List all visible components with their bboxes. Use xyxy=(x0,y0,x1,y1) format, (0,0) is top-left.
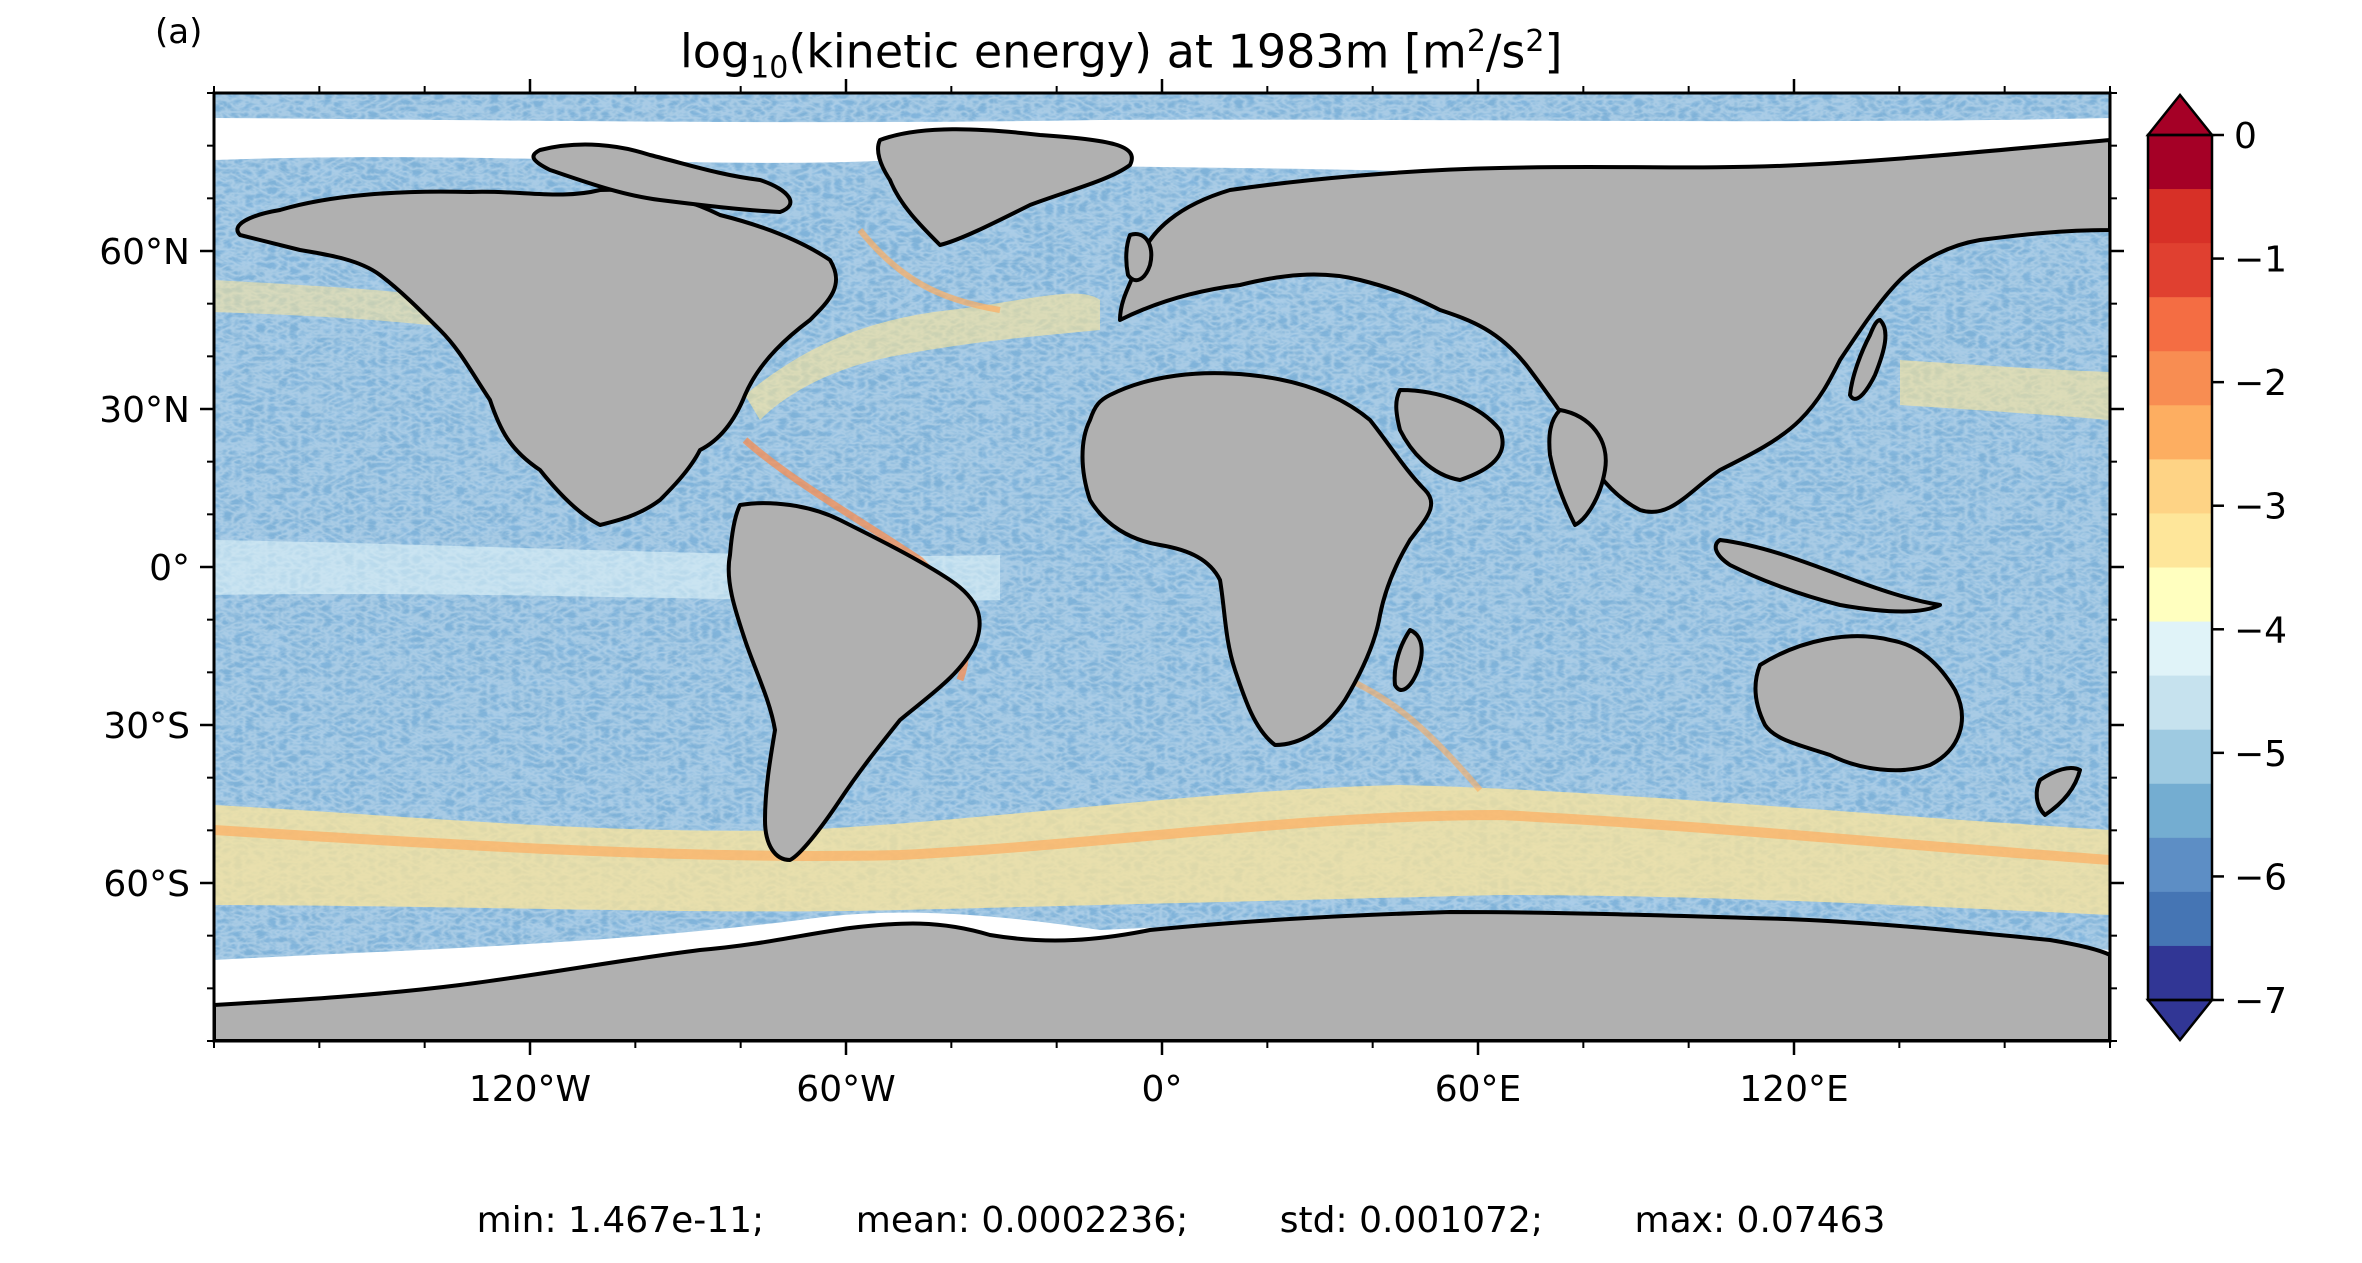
x-tick-label: 0° xyxy=(1142,1069,1183,1110)
colorbar-tick-label: −4 xyxy=(2234,610,2287,651)
stat-min: min: 1.467e-11; xyxy=(476,1200,765,1241)
colorbar-segment xyxy=(2148,567,2212,623)
colorbar-tick-label: −3 xyxy=(2234,487,2287,528)
colorbar-extend-max xyxy=(2145,92,2215,137)
southern-ocean-band xyxy=(214,785,2110,915)
x-tick-label: 120°E xyxy=(1739,1069,1848,1110)
agulhas-current xyxy=(1348,677,1483,792)
y-tick-label: 60°S xyxy=(103,864,190,905)
y-axis: 60°N 30°N 0° 30°S 60°S xyxy=(99,92,2124,1042)
colorbar-segment xyxy=(2148,351,2212,406)
land-greenland xyxy=(876,127,1134,247)
colorbar-segment xyxy=(2148,297,2212,352)
colorbar-segment xyxy=(2148,891,2212,947)
y-tick-label: 0° xyxy=(149,548,190,589)
y-tick-label: 30°N xyxy=(99,390,190,431)
arctic-ice xyxy=(214,118,2110,175)
land-arabia xyxy=(1394,388,1505,482)
title-subscript: 10 xyxy=(750,50,789,86)
colorbar-extend-min xyxy=(2145,998,2215,1043)
north-pacific-band xyxy=(214,280,470,330)
title-suffix: ] xyxy=(1544,24,1563,79)
x-tick-label: 60°W xyxy=(796,1069,895,1110)
colorbar-segment xyxy=(2148,243,2212,298)
colorbar-frame xyxy=(2146,133,2214,1002)
colorbar: 0 −1 −2 −3 −4 −5 −6 −7 xyxy=(2145,92,2287,1043)
colorbar-segment xyxy=(2148,189,2212,244)
acc-core xyxy=(214,809,2110,865)
x-axis: 120°W 60°W 0° 60°E 120°E xyxy=(213,79,2111,1110)
colorbar-tick-label: −2 xyxy=(2234,363,2287,404)
colorbar-segment xyxy=(2148,621,2212,677)
map-area xyxy=(214,93,2110,1041)
stat-mean: mean: 0.0002236; xyxy=(855,1200,1189,1241)
colorbar-segment xyxy=(2148,405,2212,460)
title-sup-2: 2 xyxy=(1525,24,1545,59)
land-india xyxy=(1547,408,1608,527)
land-indonesia xyxy=(1713,538,1942,614)
stat-std: std: 0.001072; xyxy=(1279,1200,1543,1241)
colorbar-tick-label: −6 xyxy=(2234,857,2287,898)
gulf-stream-band xyxy=(745,293,1100,420)
x-tick-label: 120°W xyxy=(469,1069,591,1110)
colorbar-segment xyxy=(2148,729,2212,785)
land-africa xyxy=(1080,371,1434,747)
land-antarctica xyxy=(214,910,2110,1041)
y-tick-label: 60°N xyxy=(99,232,190,273)
colorbar-tick-label: 0 xyxy=(2234,116,2257,157)
colorbar-segment xyxy=(2148,837,2212,893)
land-canadian-islands xyxy=(531,142,793,214)
colorbar-segment xyxy=(2148,459,2212,514)
stats-line: min: 1.467e-11; mean: 0.0002236; std: 0.… xyxy=(0,1200,2362,1241)
colorbar-tick-label: −7 xyxy=(2234,981,2287,1022)
land-australia xyxy=(1753,634,1964,773)
land-eurasia xyxy=(1118,138,2110,514)
colorbar-segment xyxy=(2148,675,2212,731)
title-prefix: log xyxy=(680,24,751,79)
stat-max: max: 0.07463 xyxy=(1634,1200,1886,1241)
panel-label: (a) xyxy=(155,12,203,52)
map-title: log10(kinetic energy) at 1983m [m2/s2] xyxy=(680,24,1562,86)
title-middle: (kinetic energy) at 1983m [m xyxy=(788,24,1467,79)
colorbar-tick-label: −1 xyxy=(2234,240,2287,281)
colorbar-segment xyxy=(2148,135,2212,190)
colorbar-segment xyxy=(2148,945,2212,1001)
colorbar-segment xyxy=(2148,783,2212,839)
labrador-current xyxy=(857,228,1001,313)
land-south-america xyxy=(726,501,982,862)
title-sup-1: 2 xyxy=(1466,24,1486,59)
x-tick-label: 60°E xyxy=(1435,1069,1522,1110)
kuroshio-band xyxy=(1900,360,2110,420)
y-tick-label: 30°S xyxy=(103,706,190,747)
title-mid2: /s xyxy=(1485,24,1526,79)
land-madagascar xyxy=(1392,628,1424,692)
colorbar-segment xyxy=(2148,513,2212,568)
land-new-zealand xyxy=(2034,766,2082,817)
land-uk xyxy=(1124,232,1154,283)
land-japan xyxy=(1848,318,1888,401)
colorbar-tick-label: −5 xyxy=(2234,734,2287,775)
land xyxy=(214,127,2110,1041)
